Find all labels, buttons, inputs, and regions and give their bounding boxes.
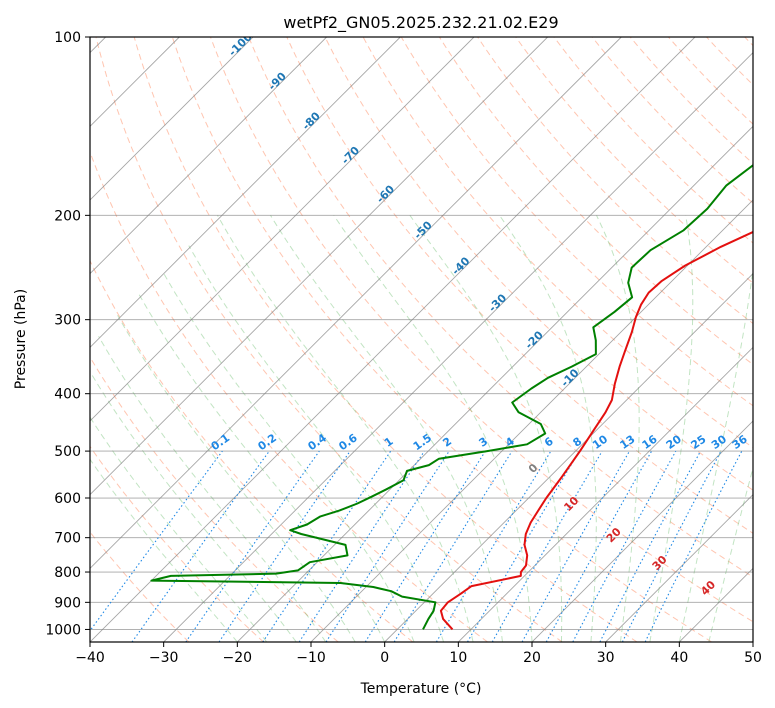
- moist-adiabat-line: [117, 315, 356, 642]
- x-tick-label: 20: [523, 650, 541, 666]
- moist-adiabat-line: [678, 265, 753, 642]
- dry-adiabat-line: [591, 37, 753, 204]
- mixing-ratio-line: [185, 450, 320, 642]
- x-tick-label: 40: [670, 650, 688, 666]
- y-tick-label: 500: [54, 444, 81, 460]
- y-tick-label: 600: [54, 491, 81, 507]
- y-axis-title: Pressure (hPa): [13, 289, 29, 389]
- isotherm-line: [605, 494, 753, 642]
- plot-area: 0.1 0.2 0.4 0.6 1 1.5 2 3 4 6 8 10 13 16 20 25 30 36-100-…: [90, 37, 753, 642]
- isotherm-line: [90, 37, 475, 422]
- mixing-ratio-line: [131, 450, 270, 642]
- moist-adiabat-line: [649, 215, 694, 642]
- dry-adiabat-line: [90, 445, 264, 642]
- mixing-ratio-line: [393, 450, 513, 642]
- y-tick-label: 100: [54, 30, 81, 46]
- x-tick-label: 30: [597, 650, 615, 666]
- chart-title: wetPf2_GN05.2025.232.21.02.E29: [283, 13, 558, 33]
- x-tick-label: −20: [223, 650, 253, 666]
- moist-adiabat-line: [90, 370, 297, 642]
- x-axis-title: Temperature (°C): [360, 681, 482, 697]
- isotherm-line: [384, 273, 753, 642]
- moist-adiabat-line: [90, 416, 268, 642]
- moist-adiabat-line: [217, 215, 474, 642]
- mixing-ratio-line: [467, 450, 580, 642]
- isotherm-line: [237, 125, 753, 642]
- moist-adiabats: [90, 215, 753, 642]
- isotherm-line: [163, 52, 753, 642]
- x-tick-label: 50: [744, 650, 762, 666]
- dry-adiabat-line: [324, 37, 753, 491]
- y-tick-label: 700: [54, 531, 81, 547]
- sounding-profiles: [150, 164, 753, 631]
- y-tick-label: 900: [54, 595, 81, 611]
- y-tick-label: 200: [54, 208, 81, 224]
- mixing-ratio-line: [545, 450, 653, 642]
- dry-adiabat-line: [133, 37, 638, 642]
- mixing-ratio-line: [572, 450, 677, 642]
- x-tick-label: 10: [449, 650, 467, 666]
- dry-adiabat-line: [171, 37, 712, 642]
- dry-adiabats: [90, 37, 753, 642]
- y-tick-label: 400: [54, 387, 81, 403]
- mixing-ratio-lines: [90, 450, 743, 642]
- isotherm-line: [90, 37, 696, 642]
- moist-adiabat-line: [333, 215, 533, 642]
- x-tick-label: 0: [380, 650, 389, 666]
- dry-adiabat-line: [629, 37, 753, 165]
- dry-adiabat-line: [515, 37, 753, 284]
- axes: −40 −30 −20 −10 0 10 20 30 40 50 100 200 300 400 500 60…: [45, 30, 762, 666]
- dry-adiabat-line: [400, 37, 753, 407]
- mixing-ratio-line: [435, 450, 552, 642]
- plot-background: [90, 37, 753, 642]
- x-tick-label: −40: [75, 650, 105, 666]
- mixing-ratio-line: [491, 450, 603, 642]
- isotherm-line: [90, 37, 254, 201]
- moist-adiabat-line: [409, 215, 563, 642]
- isotherm-line: [310, 199, 753, 642]
- mixing-ratio-line: [364, 450, 486, 642]
- moist-adiabat-line: [596, 215, 640, 642]
- isotherm-line: [531, 420, 753, 642]
- temperature-line: [439, 230, 753, 631]
- dry-adiabat-line: [210, 37, 753, 623]
- x-tick-label: −10: [296, 650, 326, 666]
- isotherm-line: [90, 37, 327, 275]
- moist-adiabat-line: [98, 336, 327, 642]
- mixing-ratio-line: [218, 450, 351, 642]
- dry-adiabat-line: [95, 37, 563, 642]
- isotherm-line: [458, 346, 753, 642]
- isotherms: [90, 37, 753, 642]
- dry-adiabat-line: [90, 259, 414, 642]
- isotherm-line: [90, 37, 622, 569]
- dry-adiabat-line: [477, 37, 753, 325]
- x-tick-label: −30: [149, 650, 179, 666]
- moist-adiabat-line: [162, 272, 415, 642]
- mixing-ratio-line: [325, 450, 450, 642]
- moist-adiabat-line: [137, 292, 386, 642]
- dewpoint-line: [150, 164, 753, 630]
- dry-adiabat-line: [248, 37, 753, 578]
- isobars: [90, 37, 753, 630]
- moist-adiabat-line: [188, 245, 445, 642]
- y-tick-label: 800: [54, 565, 81, 581]
- isotherm-line: [90, 37, 548, 496]
- y-tick-label: 1000: [45, 622, 81, 638]
- mixing-ratio-line: [90, 450, 223, 632]
- isotherm-line: [90, 37, 401, 348]
- mixing-ratio-line: [521, 450, 630, 642]
- y-tick-label: 300: [54, 313, 81, 329]
- moist-adiabat-line: [270, 215, 503, 642]
- plot-frame: [89, 36, 754, 643]
